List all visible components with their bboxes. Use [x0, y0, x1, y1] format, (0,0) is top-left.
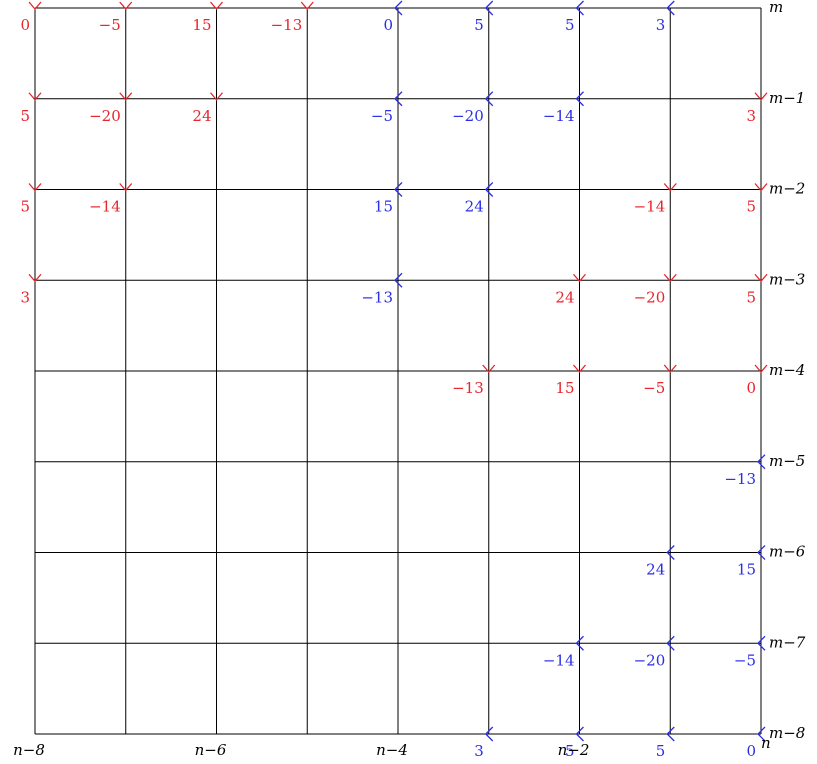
- red-vertex-label: 5: [20, 198, 30, 216]
- red-vertex-label: −20: [89, 107, 121, 125]
- row-label: m−8: [769, 724, 805, 742]
- blue-vertex-label: 0: [746, 742, 756, 760]
- red-vertex-marker: [28, 183, 42, 192]
- blue-vertex-marker: [575, 726, 584, 742]
- blue-vertex-label: 5: [474, 16, 484, 34]
- column-label: n−2: [558, 741, 590, 759]
- blue-vertex-label: 15: [374, 198, 393, 216]
- red-vertex-marker: [300, 1, 314, 10]
- column-label: n−4: [376, 741, 408, 759]
- red-vertex-label: 5: [20, 107, 30, 125]
- red-vertex-marker: [28, 92, 42, 101]
- red-vertex-label: 0: [20, 16, 30, 34]
- row-label: m−2: [769, 180, 805, 198]
- grid-lines: [34, 7, 762, 735]
- blue-vertex-label: 3: [656, 16, 666, 34]
- red-vertex-label: 24: [192, 107, 211, 125]
- blue-vertex-marker: [757, 545, 766, 560]
- blue-vertex-marker: [484, 91, 494, 107]
- red-vertex-marker: [754, 364, 768, 373]
- red-vertex-label: −20: [634, 288, 666, 306]
- blue-vertex-marker: [394, 91, 403, 107]
- red-vertex-marker: [573, 364, 586, 373]
- blue-vertex-marker: [575, 635, 584, 651]
- blue-vertex-marker: [666, 0, 675, 16]
- column-label: n: [761, 734, 771, 752]
- red-vertex-marker: [663, 183, 677, 192]
- red-vertex-marker: [754, 183, 768, 192]
- blue-vertex-label: −14: [543, 107, 575, 125]
- blue-vertex-label: 3: [474, 742, 484, 760]
- row-label: m−6: [769, 543, 806, 561]
- blue-vertex-marker: [484, 726, 494, 742]
- row-label: m−7: [769, 633, 806, 651]
- blue-vertex-marker: [666, 635, 675, 651]
- red-vertex-marker: [119, 1, 133, 10]
- blue-vertex-label: −13: [724, 470, 756, 488]
- vertex-marks: 0 −5 15 −13 5 −20 24 3 5 −14 −14 5 3 24 −20 5 −13 15 −5 0 0 5…: [20, 0, 768, 760]
- blue-vertex-label: 15: [737, 561, 756, 579]
- blue-vertex-marker: [484, 0, 494, 16]
- red-vertex-marker: [28, 273, 42, 283]
- red-vertex-label: −13: [452, 379, 484, 397]
- row-label: m: [769, 0, 783, 16]
- red-vertex-marker: [663, 273, 677, 283]
- red-vertex-label: −5: [99, 16, 121, 34]
- blue-vertex-marker: [575, 0, 584, 16]
- column-label: n−6: [195, 741, 227, 759]
- red-vertex-marker: [119, 92, 133, 101]
- red-vertex-marker: [663, 364, 677, 373]
- blue-vertex-label: −5: [371, 107, 393, 125]
- row-label: m−1: [769, 89, 805, 107]
- blue-vertex-marker: [757, 454, 766, 470]
- red-vertex-label: 0: [746, 379, 756, 397]
- row-label: m−4: [769, 361, 805, 379]
- red-vertex-marker: [482, 364, 496, 373]
- blue-vertex-label: −14: [543, 651, 575, 669]
- blue-vertex-marker: [666, 545, 675, 560]
- red-vertex-label: −13: [271, 16, 303, 34]
- blue-vertex-label: −20: [634, 651, 666, 669]
- blue-vertex-label: 0: [383, 16, 393, 34]
- red-vertex-label: 5: [746, 198, 756, 216]
- red-vertex-label: 15: [192, 16, 211, 34]
- blue-vertex-label: 5: [565, 16, 575, 34]
- blue-vertex-marker: [666, 726, 675, 742]
- red-vertex-marker: [28, 1, 42, 10]
- red-vertex-marker: [573, 273, 586, 283]
- blue-vertex-label: 5: [565, 742, 575, 760]
- red-vertex-label: 15: [555, 379, 574, 397]
- red-vertex-label: −5: [643, 379, 665, 397]
- column-label: n−8: [13, 741, 45, 759]
- blue-vertex-label: −5: [734, 651, 756, 669]
- blue-vertex-label: 5: [656, 742, 666, 760]
- blue-vertex-marker: [394, 272, 403, 288]
- red-vertex-label: 3: [20, 288, 30, 306]
- blue-vertex-label: −13: [361, 288, 393, 306]
- red-vertex-marker: [210, 1, 223, 10]
- blue-vertex-marker: [575, 91, 584, 107]
- blue-vertex-marker: [394, 0, 403, 16]
- blue-vertex-marker: [757, 726, 766, 742]
- blue-vertex-label: 24: [465, 198, 484, 216]
- blue-vertex-marker: [394, 182, 403, 197]
- red-vertex-marker: [119, 183, 133, 192]
- blue-vertex-marker: [757, 635, 766, 651]
- row-label: m−5: [769, 452, 805, 470]
- red-vertex-marker: [210, 92, 223, 101]
- blue-vertex-label: 24: [646, 561, 665, 579]
- blue-vertex-marker: [484, 182, 494, 197]
- red-vertex-label: 3: [746, 107, 756, 125]
- red-vertex-label: 5: [746, 288, 756, 306]
- red-vertex-label: 24: [555, 288, 574, 306]
- blue-vertex-label: −20: [452, 107, 484, 125]
- row-label: m−3: [769, 270, 805, 288]
- red-vertex-label: −14: [634, 198, 666, 216]
- red-vertex-label: −14: [89, 198, 121, 216]
- red-vertex-marker: [754, 92, 768, 101]
- axis-labels: m m−1 m−2 m−3 m−4 m−5 m−6 m−7 m−8 n−8 n−6 n−4 n−2 n: [13, 0, 806, 759]
- red-vertex-marker: [754, 273, 768, 283]
